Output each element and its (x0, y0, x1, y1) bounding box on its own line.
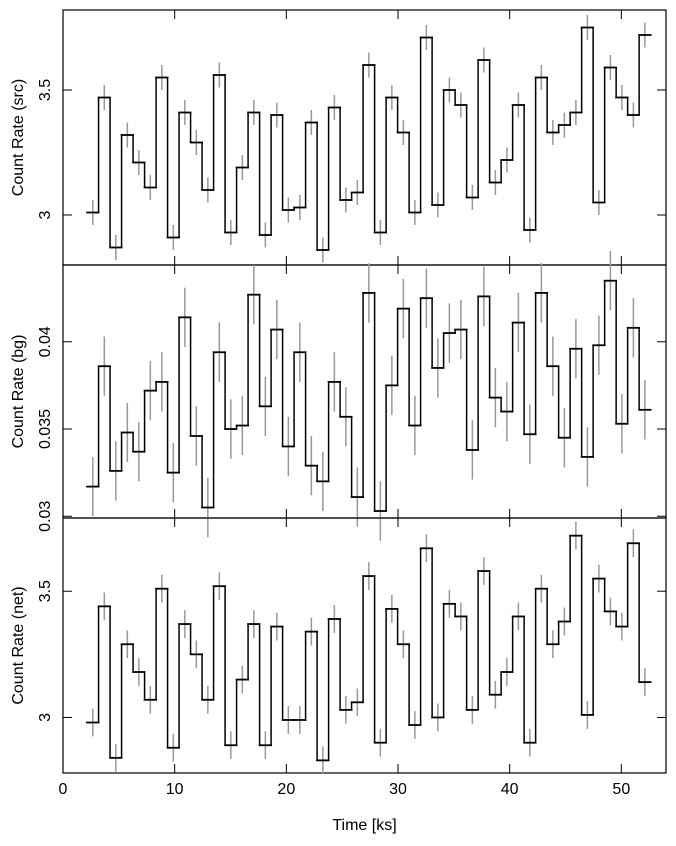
x-tick-label: 50 (612, 781, 630, 798)
x-axis-label: Time [ks] (332, 817, 396, 834)
y-tick-label: 3.5 (37, 580, 54, 602)
y-tick-label: 3.5 (37, 79, 54, 101)
x-tick-label: 10 (166, 781, 184, 798)
panel-frame (62, 517, 667, 774)
y-tick-label: 0.04 (37, 326, 54, 357)
x-tick-label: 30 (389, 781, 407, 798)
y-tick-label: 0.03 (37, 501, 54, 532)
panel-frame (62, 9, 667, 266)
y-tick-label: 3 (37, 210, 54, 219)
x-tick-label: 20 (277, 781, 295, 798)
y-tick-label: 3 (37, 713, 54, 722)
x-tick-label: 40 (501, 781, 519, 798)
x-tick-label: 0 (59, 781, 68, 798)
y-axis-label: Count Rate (src) (10, 79, 27, 196)
y-tick-label: 0.035 (37, 409, 54, 449)
y-axis-label: Count Rate (bg) (10, 335, 27, 449)
y-axis-label: Count Rate (net) (10, 586, 27, 704)
